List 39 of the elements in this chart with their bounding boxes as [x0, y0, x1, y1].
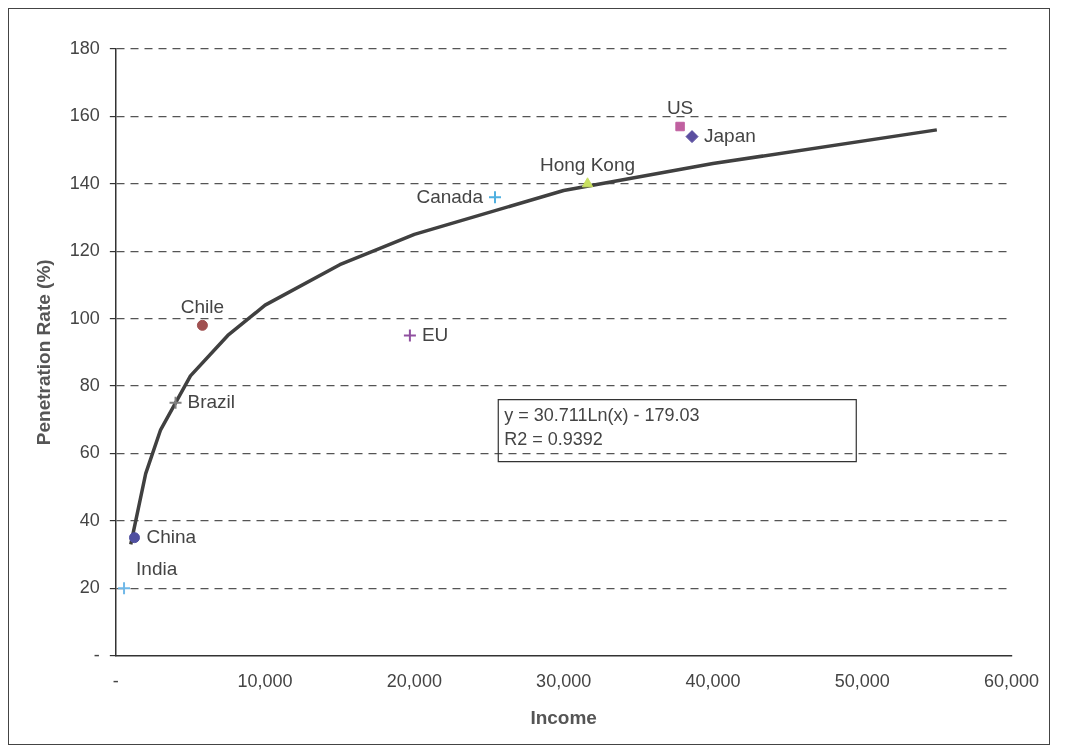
- y-tick-label: 80: [79, 374, 100, 395]
- y-tick-label: 180: [69, 37, 100, 58]
- y-tick-label: 140: [69, 172, 100, 193]
- annotation: R2 = 0.9392: [504, 428, 603, 449]
- y-tick-label: 120: [69, 240, 100, 261]
- y-tick-label: 20: [79, 577, 100, 598]
- point: [487, 190, 502, 205]
- point: [402, 328, 417, 343]
- point: [117, 581, 132, 596]
- x-tick-label: 60,000: [983, 671, 1039, 692]
- series-label: Canada: [416, 185, 484, 207]
- point: [581, 177, 594, 188]
- y-tick-label: 60: [79, 442, 100, 463]
- point: [168, 395, 183, 410]
- x-tick-label: 50,000: [834, 671, 890, 692]
- point: [196, 319, 208, 331]
- point: [675, 121, 685, 132]
- series-label: India: [136, 558, 178, 580]
- x-tick-label: -: [112, 671, 119, 692]
- y-tick-label: 160: [69, 105, 100, 126]
- series-label: Brazil: [187, 391, 236, 413]
- x-tick-label: 30,000: [536, 671, 592, 692]
- series-label: China: [146, 525, 197, 547]
- series-label: Hong Kong: [540, 154, 636, 176]
- y-tick-label: 40: [79, 509, 100, 530]
- series-label: EU: [421, 323, 449, 345]
- point: [128, 532, 140, 544]
- y-tick-label: 100: [69, 307, 100, 328]
- x-tick-label: 20,000: [386, 671, 442, 692]
- y-axis-title: Penetration Rate (%): [32, 259, 54, 446]
- annotation: y = 30.711Ln(x) - 179.03: [504, 404, 700, 425]
- series-label: Chile: [180, 295, 225, 317]
- x-axis-title: Income: [530, 706, 597, 728]
- series-label: US: [666, 96, 694, 118]
- series-label: Japan: [704, 124, 756, 146]
- y-tick-label: -: [93, 644, 100, 665]
- x-tick-label: 40,000: [685, 671, 741, 692]
- point: [685, 130, 699, 144]
- x-tick-label: 10,000: [237, 671, 293, 692]
